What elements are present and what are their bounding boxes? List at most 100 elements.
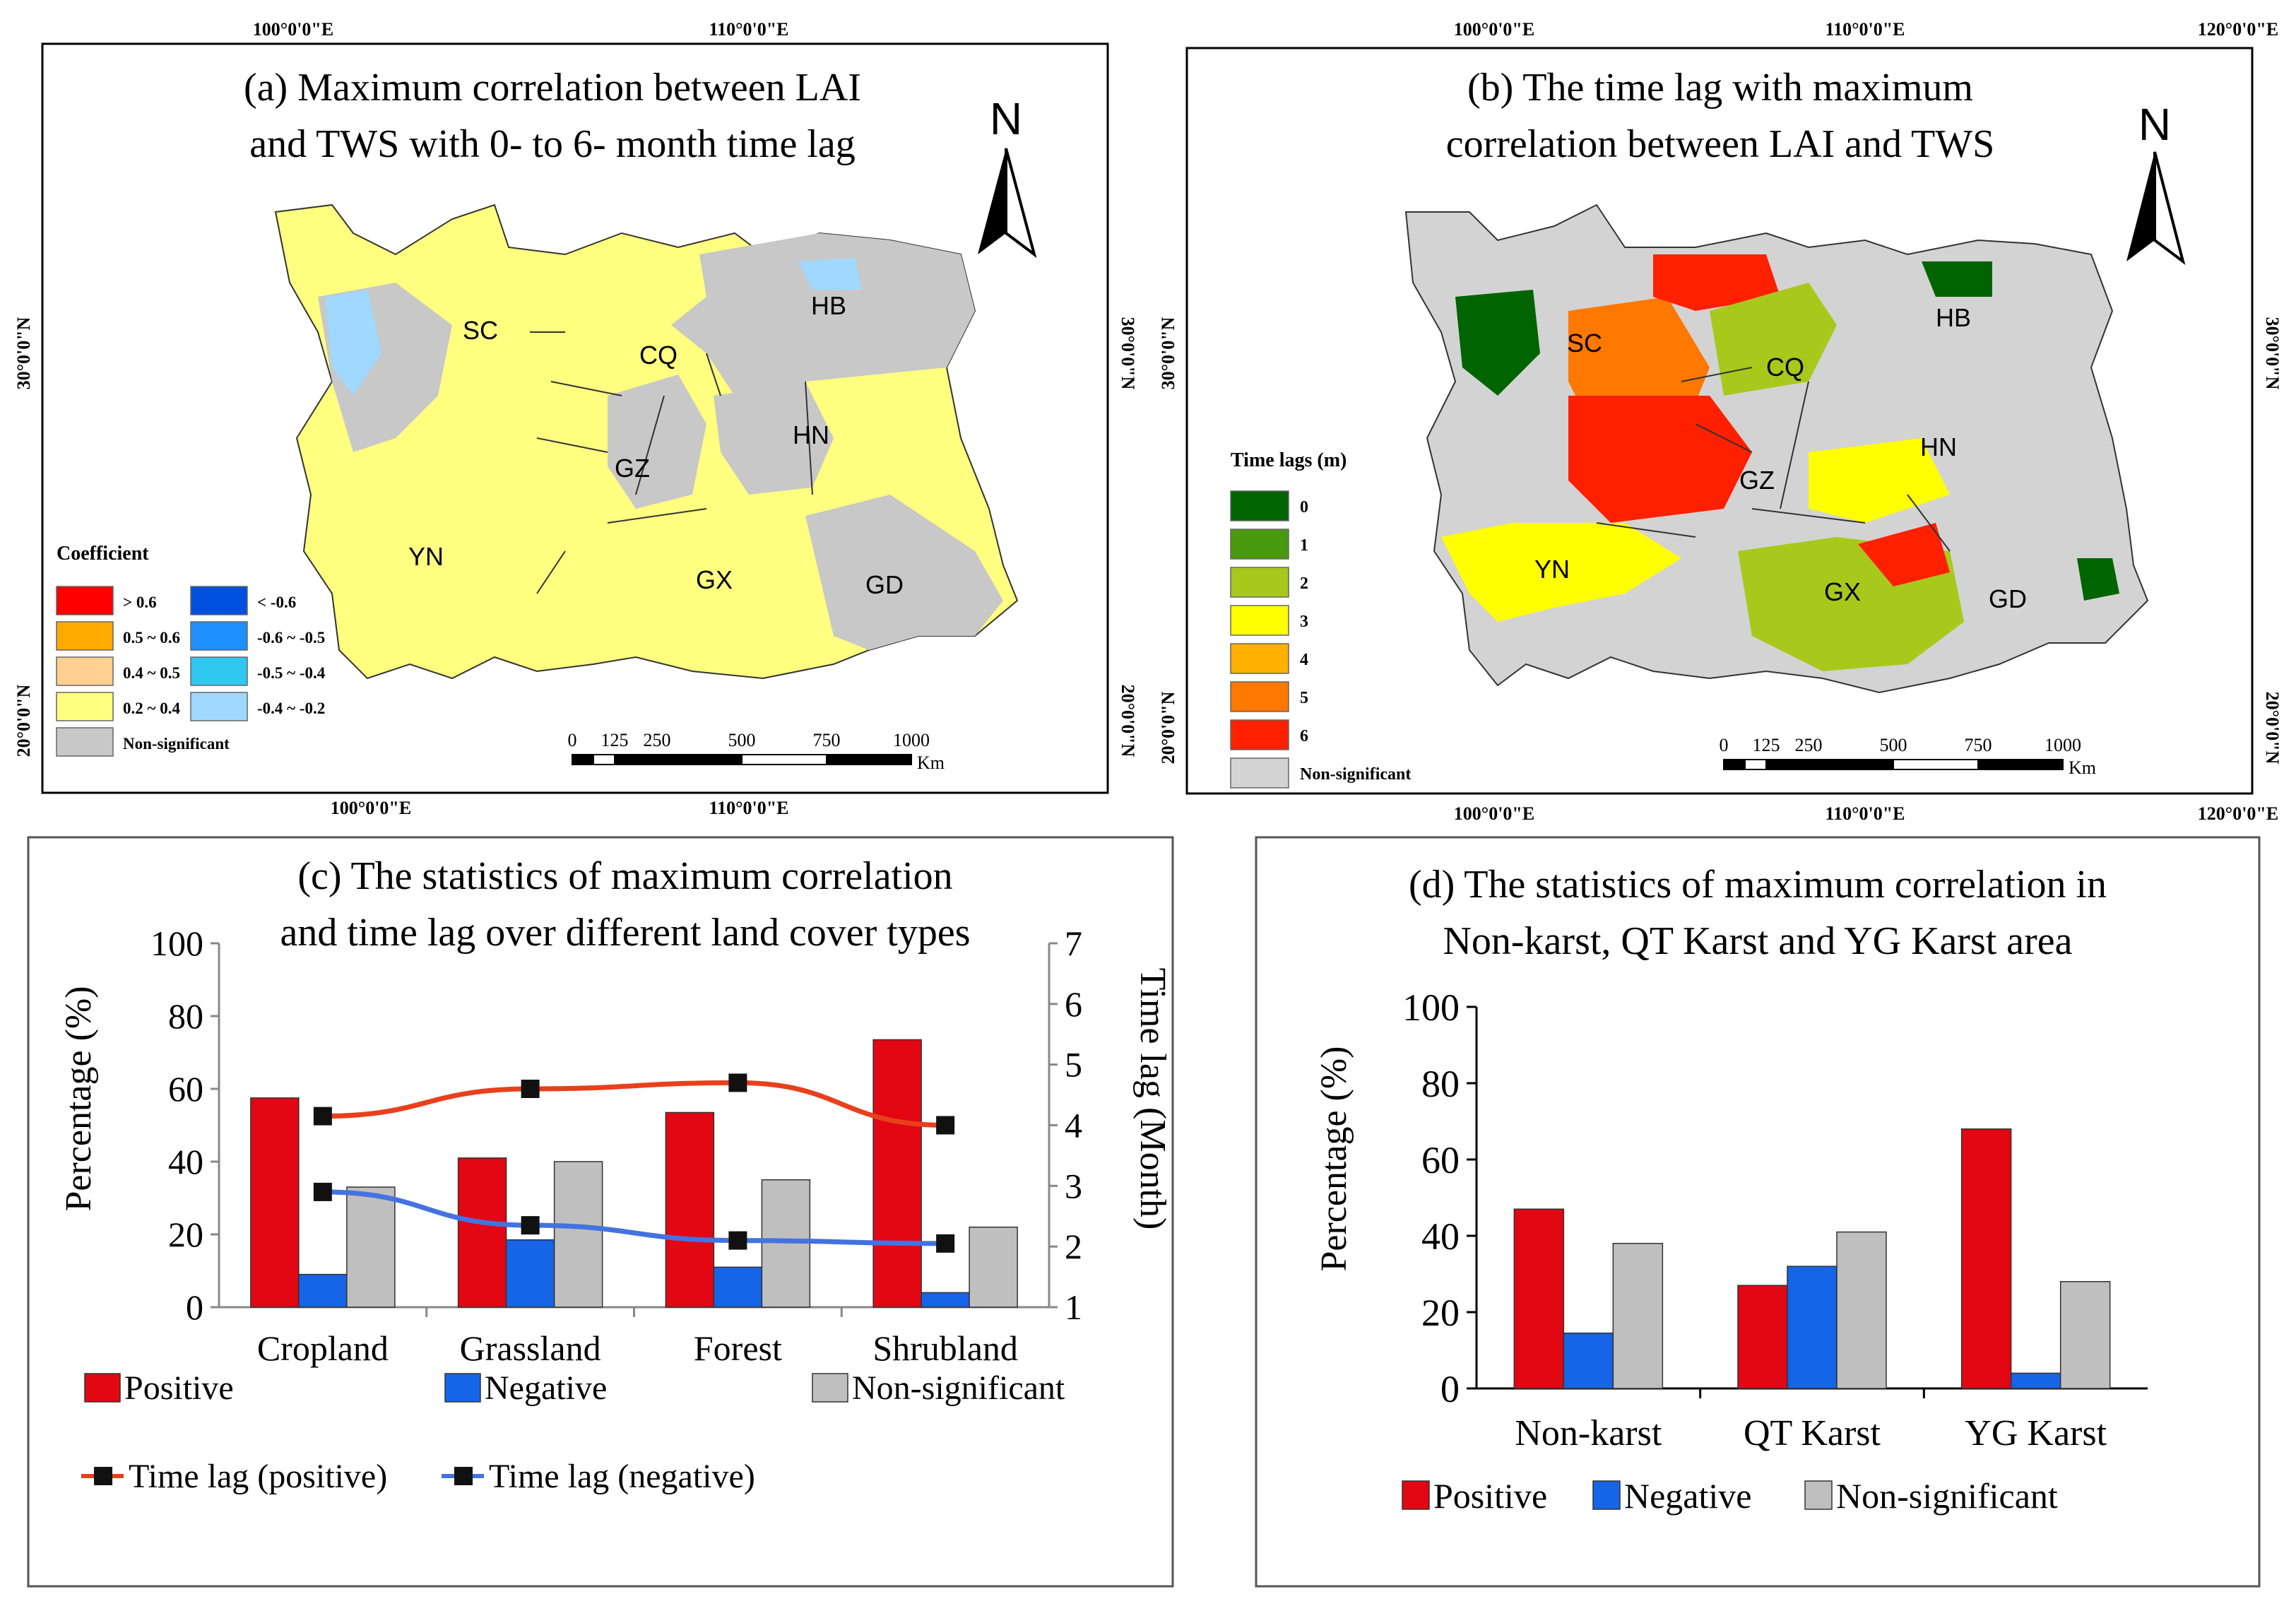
panel-a-hn-grey bbox=[714, 382, 834, 495]
panel-d-legend: Positive Negative Non-significant bbox=[1402, 1476, 2058, 1516]
panel-a-legend-title: Coefficient bbox=[57, 543, 149, 565]
panel-d-bar-positive bbox=[1960, 1128, 2012, 1389]
panel-c-y-tick-label: 40 bbox=[168, 1142, 203, 1181]
panel-b-legend-label: 6 bbox=[1300, 727, 1308, 745]
panel-a-top-lon-1: 100°0'0"E bbox=[253, 19, 333, 40]
panel-a-legend-label: -0.6 ~ -0.5 bbox=[257, 629, 325, 647]
panel-d-x-tick-label: YG Karst bbox=[1965, 1413, 2107, 1453]
panel-d-title-line2: Non-karst, QT Karst and YG Karst area bbox=[1443, 919, 2072, 963]
panel-c-legend-marker bbox=[94, 1467, 112, 1485]
panel-a-legend-label: 0.5 ~ 0.6 bbox=[123, 629, 180, 647]
panel-a-scale-tick: 750 bbox=[813, 730, 841, 750]
panel-c-y-tick-label: 100 bbox=[150, 924, 203, 963]
panel-b-bottom-lon-3: 120°0'0"E bbox=[2198, 803, 2278, 824]
panel-b-lat-1: 30°0'0"N bbox=[1158, 317, 1178, 389]
panel-c-bar-negative bbox=[505, 1239, 555, 1308]
panel-c-y2-axis-label: Time lag (Month) bbox=[1132, 968, 1173, 1230]
panel-b-right-lat-1: 30°0'0"N bbox=[2262, 317, 2283, 390]
panel-b-lag6-central bbox=[1568, 396, 1752, 523]
panel-a-bottom-lon-2: 110°0'0"E bbox=[709, 798, 789, 818]
panel-a-legend-label: Non-significant bbox=[123, 735, 230, 753]
panel-b-legend-label: 5 bbox=[1300, 689, 1308, 707]
panel-c-legend-label: Time lag (negative) bbox=[489, 1458, 755, 1495]
panel-d-legend-label: Positive bbox=[1433, 1476, 1547, 1516]
panel-c-line-marker bbox=[521, 1216, 540, 1235]
panel-c-legend: Positive Negative Non-significant Time lag … bbox=[81, 1369, 1065, 1495]
panel-a-lat-1: 30°0'0"N bbox=[13, 317, 34, 389]
panel-a-scale-unit: Km bbox=[917, 753, 945, 773]
panel-b-legend-swatch bbox=[1230, 529, 1289, 560]
panel-d-bar-positive bbox=[1737, 1285, 1788, 1389]
panel-a-scale-tick: 1000 bbox=[893, 730, 930, 750]
panel-b-scale-tick: 125 bbox=[1753, 735, 1780, 755]
panel-a-legend: Coefficient > 0.6 0.5 ~ 0.6 0.4 ~ 0.5 0.2 ~… bbox=[56, 543, 326, 757]
panel-c-bar-non-significant bbox=[553, 1161, 603, 1308]
panel-b-title-line2: correlation between LAI and TWS bbox=[1446, 122, 1994, 166]
panel-c-legend-label: Non-significant bbox=[852, 1369, 1065, 1407]
panel-b-legend-label: 3 bbox=[1300, 613, 1308, 631]
panel-c-x-tick-label: Cropland bbox=[257, 1328, 389, 1368]
panel-a-legend-swatch bbox=[56, 621, 114, 651]
panel-c-line-marker bbox=[313, 1182, 332, 1201]
panel-b-scale-tick: 1000 bbox=[2044, 735, 2081, 755]
panel-a-gz-grey bbox=[608, 374, 706, 509]
panel-b-scale-tick: 0 bbox=[1720, 735, 1729, 755]
panel-c-line-marker bbox=[728, 1073, 747, 1092]
panel-c-bar-negative bbox=[713, 1266, 763, 1308]
panel-c-line-lag-negative bbox=[322, 1189, 946, 1246]
panel-a-legend-label: -0.5 ~ -0.4 bbox=[257, 664, 326, 682]
panel-c-bar-non-significant bbox=[969, 1226, 1018, 1308]
panel-b-lag2-cq bbox=[1710, 283, 1837, 396]
panel-c-legend-label: Time lag (positive) bbox=[129, 1458, 387, 1495]
panel-b-region-gd: GD bbox=[1989, 584, 2027, 613]
panel-d-bar-positive bbox=[1513, 1208, 1565, 1389]
panel-d-legend-label: Non-significant bbox=[1836, 1476, 2058, 1516]
panel-d-y-axis-label: Percentage (%) bbox=[1314, 1046, 1354, 1271]
panel-b-legend-swatch bbox=[1230, 719, 1289, 750]
panel-a-scale-segment bbox=[741, 754, 827, 765]
panel-a-legend-swatch bbox=[56, 692, 114, 721]
panel-c-legend-label: Negative bbox=[485, 1369, 607, 1407]
panel-a-legend-swatch bbox=[190, 692, 248, 721]
panel-c-legend-label: Positive bbox=[124, 1369, 234, 1407]
panel-b-lag3-yn bbox=[1441, 523, 1681, 622]
panel-a-legend-swatch bbox=[56, 727, 114, 757]
panel-c-y-tick-label: 20 bbox=[168, 1215, 203, 1254]
panel-b-top-lon-2: 110°0'0"E bbox=[1825, 19, 1905, 40]
panel-a-region-gz: GZ bbox=[615, 454, 650, 483]
panel-b-legend-title: Time lags (m) bbox=[1231, 449, 1347, 471]
panel-a-north-arrow-icon: N bbox=[978, 93, 1037, 259]
panel-c-legend-marker bbox=[454, 1467, 473, 1485]
panel-b-scale-segment bbox=[1893, 759, 1979, 770]
panel-c-x-tick-label: Grassland bbox=[460, 1328, 601, 1368]
panel-b-scale-segment bbox=[1787, 759, 1894, 770]
panel-a-gd-region bbox=[805, 495, 1003, 650]
panel-d-bar-non-significant bbox=[1836, 1231, 1887, 1389]
panel-c-y2-tick-label: 6 bbox=[1065, 984, 1082, 1024]
panel-b-legend-label: 4 bbox=[1300, 651, 1308, 669]
panel-b-lag0-hb bbox=[1922, 261, 1992, 297]
panel-b-title-line1: (b) The time lag with maximum bbox=[1467, 66, 1973, 110]
panel-b-legend-label: 2 bbox=[1300, 574, 1308, 593]
panel-b-legend-swatch bbox=[1230, 605, 1289, 636]
panel-b-region-gz: GZ bbox=[1739, 466, 1775, 495]
panel-b-scale-segment bbox=[1744, 759, 1767, 770]
panel-d-y-tick-label: 100 bbox=[1402, 986, 1460, 1029]
panel-c-y2-tick-label: 7 bbox=[1065, 924, 1082, 963]
panel-c-legend-swatch bbox=[812, 1373, 848, 1403]
panel-b-legend: Time lags (m) 0 1 2 3 4 5 6 Non-significant bbox=[1230, 449, 1411, 789]
panel-a-region-hn: HN bbox=[793, 420, 829, 449]
panel-c-y2-tick-label: 5 bbox=[1065, 1045, 1082, 1085]
panel-b-region-hn: HN bbox=[1920, 432, 1957, 461]
panel-c-title-line2: and time lag over different land cover t… bbox=[280, 911, 970, 955]
panel-d-bar-negative bbox=[1787, 1265, 1838, 1389]
panel-b-scale-segment bbox=[1723, 759, 1746, 770]
panel-a-legend-label: > 0.6 bbox=[123, 594, 157, 611]
panel-a-legend-swatch bbox=[190, 586, 248, 615]
panel-c-y-axis-label: Percentage (%) bbox=[59, 986, 99, 1211]
panel-c-line-marker bbox=[936, 1234, 955, 1253]
panel-a-right-lat-1: 30°0'0"N bbox=[1118, 317, 1138, 390]
panel-b-region-cq: CQ bbox=[1766, 353, 1804, 382]
panel-a-region-gx: GX bbox=[696, 565, 733, 594]
